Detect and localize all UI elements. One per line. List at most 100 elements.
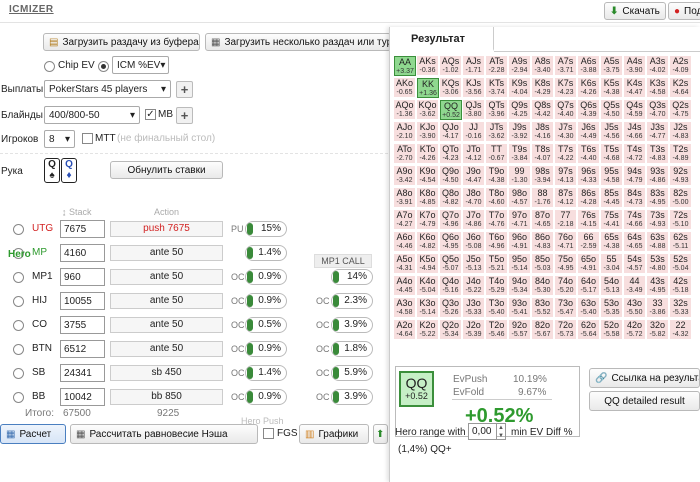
range-cell[interactable]: T7s -4.22 [555,144,577,164]
range-cell[interactable]: T2s -4.89 [670,144,692,164]
range-cell[interactable]: 42s -5.18 [670,276,692,296]
range-cell[interactable]: KQo -3.62 [417,100,439,120]
range-cell[interactable]: 44 -3.49 [624,276,646,296]
range-cell[interactable]: J5s -4.56 [601,122,623,142]
player-select-radio[interactable] [13,344,24,355]
call-range-percent[interactable]: 14% [331,269,373,285]
range-cell[interactable]: T8s -4.07 [532,144,554,164]
range-cell[interactable]: 43s -4.95 [647,276,669,296]
range-cell[interactable]: 66 -2.59 [578,232,600,252]
range-cell[interactable]: 32s -5.33 [670,298,692,318]
range-cell[interactable]: K7s -4.23 [555,78,577,98]
range-cell[interactable]: AA +3.37 [394,56,416,76]
range-cell[interactable]: A7s -3.71 [555,56,577,76]
range-cell[interactable]: 75o -4.95 [555,254,577,274]
player-range-percent[interactable]: 1.4% [245,365,287,381]
range-cell[interactable]: 95s -4.58 [601,166,623,186]
player-action[interactable]: ante 50 [110,245,223,261]
fgs-checkbox[interactable] [263,428,274,439]
range-cell[interactable]: T3o -5.40 [486,298,508,318]
range-cell[interactable]: 74o -5.20 [555,276,577,296]
range-cell[interactable]: J7s -4.30 [555,122,577,142]
range-cell[interactable]: A8s -3.40 [532,56,554,76]
range-cell[interactable]: KQs -3.06 [440,78,462,98]
range-cell[interactable]: K5o -4.94 [417,254,439,274]
range-cell[interactable]: K2s -4.64 [670,78,692,98]
range-cell[interactable]: 64s -4.65 [624,232,646,252]
hand-card-1[interactable]: Q ♠ [44,158,60,183]
range-cell[interactable]: Q2s -4.75 [670,100,692,120]
range-cell[interactable]: K2o -5.22 [417,320,439,340]
range-cell[interactable]: QQ +0.52 [440,100,462,120]
player-stack-input[interactable]: 6512 [60,340,105,358]
range-cell[interactable]: 83s -4.95 [647,188,669,208]
player-stack-input[interactable]: 3755 [60,316,105,334]
range-cell[interactable]: A4s -3.90 [624,56,646,76]
range-cell[interactable]: Q3o -5.26 [440,298,462,318]
range-cell[interactable]: Q6o -4.95 [440,232,462,252]
range-cell[interactable]: 62s -5.11 [670,232,692,252]
range-cell[interactable]: AJo -2.10 [394,122,416,142]
player-range-percent[interactable]: 15% [245,221,287,237]
range-cell[interactable]: AQs -1.02 [440,56,462,76]
range-cell[interactable]: JTs -3.62 [486,122,508,142]
range-cell[interactable]: J8o -4.70 [463,188,485,208]
players-select[interactable]: 8 ▾ [44,130,75,148]
icm-radio[interactable] [98,61,109,72]
range-cell[interactable]: T9o -4.38 [486,166,508,186]
range-cell[interactable]: A5o -4.31 [394,254,416,274]
range-cell[interactable]: J3s -4.77 [647,122,669,142]
range-cell[interactable]: A6s -3.88 [578,56,600,76]
player-action[interactable]: push 7675 [110,221,223,237]
range-cell[interactable]: K5s -4.38 [601,78,623,98]
range-cell[interactable]: 97o -4.71 [509,210,531,230]
range-cell[interactable]: A5s -3.75 [601,56,623,76]
player-range-percent[interactable]: 1.4% [245,245,287,261]
player-stack-input[interactable]: 10055 [60,292,105,310]
range-cell[interactable]: A3o -4.58 [394,298,416,318]
range-cell[interactable]: 64o -5.17 [578,276,600,296]
range-cell[interactable]: AQo -1.36 [394,100,416,120]
range-cell[interactable]: Q8o -4.82 [440,188,462,208]
range-cell[interactable]: KTs -3.74 [486,78,508,98]
range-cell[interactable]: 76s -4.15 [578,210,600,230]
hero-hand-card[interactable]: QQ +0.52 [399,371,434,407]
range-min-ev-input[interactable]: 0,00 [468,423,497,440]
range-cell[interactable]: KTo -4.26 [417,144,439,164]
range-cell[interactable]: Q4o -5.16 [440,276,462,296]
range-cell[interactable]: 62o -5.64 [578,320,600,340]
range-cell[interactable]: ATs -2.28 [486,56,508,76]
range-cell[interactable]: J4s -4.66 [624,122,646,142]
range-cell[interactable]: 54s -4.57 [624,254,646,274]
range-cell[interactable]: T4o -5.29 [486,276,508,296]
range-cell[interactable]: QTs -3.96 [486,100,508,120]
range-cell[interactable]: 84o -5.30 [532,276,554,296]
detailed-result-button[interactable]: QQ detailed result [589,391,700,411]
calculate-button[interactable]: ▦ Расчет [0,424,66,444]
range-cell[interactable]: KJs -3.56 [463,78,485,98]
range-cell[interactable]: Q7o -4.96 [440,210,462,230]
range-cell[interactable]: 85s -4.45 [601,188,623,208]
range-cell[interactable]: 72o -5.73 [555,320,577,340]
range-cell[interactable]: J8s -4.16 [532,122,554,142]
range-cell[interactable]: KJo -3.90 [417,122,439,142]
player-select-radio[interactable] [13,392,24,403]
range-cell[interactable]: 73s -4.93 [647,210,669,230]
range-cell[interactable]: K8o -4.85 [417,188,439,208]
range-cell[interactable]: Q9o -4.50 [440,166,462,186]
range-cell[interactable]: JJ -0.16 [463,122,485,142]
result-tab[interactable]: Результат [390,27,494,51]
range-cell[interactable]: J7o -4.86 [463,210,485,230]
player-stack-input[interactable]: 4160 [60,244,105,262]
range-cell[interactable]: JTo -4.12 [463,144,485,164]
player-select-radio[interactable] [13,272,24,283]
range-cell[interactable]: 98s -3.94 [532,166,554,186]
app-logo[interactable]: ICMIZER [9,4,54,15]
range-cell[interactable]: 63o -5.40 [578,298,600,318]
range-cell[interactable]: A2s -4.09 [670,56,692,76]
range-cell[interactable]: QJo -4.17 [440,122,462,142]
range-cell[interactable]: K9s -4.04 [509,78,531,98]
range-cell[interactable]: 63s -4.88 [647,232,669,252]
player-action[interactable]: ante 50 [110,317,223,333]
call-range-percent[interactable]: 3.9% [331,317,373,333]
